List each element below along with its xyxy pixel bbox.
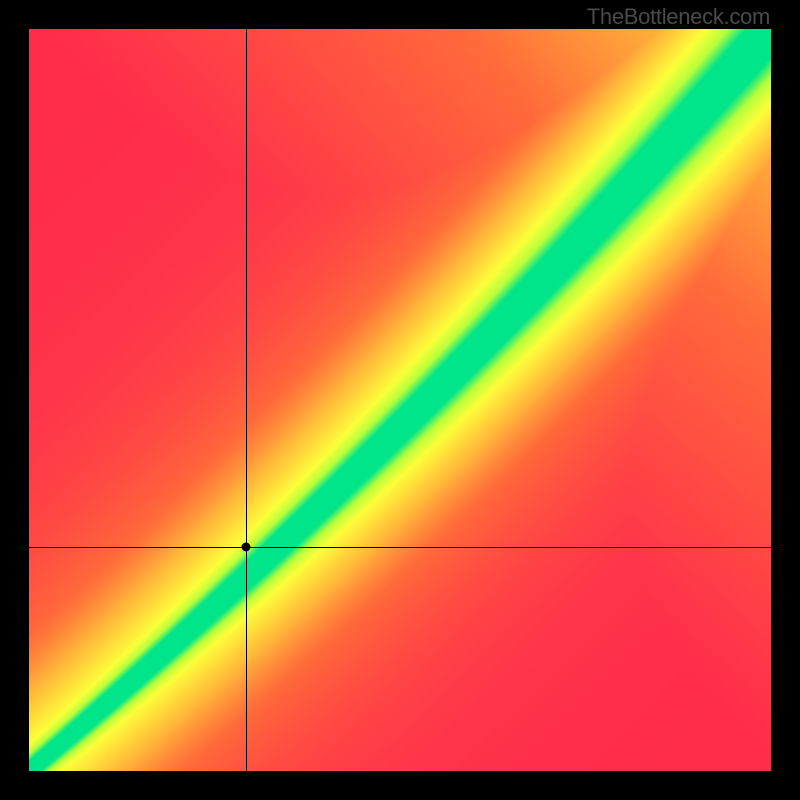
crosshair-horizontal: [29, 547, 771, 548]
watermark-text: TheBottleneck.com: [587, 4, 770, 30]
crosshair-vertical: [246, 29, 247, 771]
heatmap-plot: [29, 29, 771, 771]
heatmap-canvas: [29, 29, 771, 771]
crosshair-marker[interactable]: [241, 542, 250, 551]
